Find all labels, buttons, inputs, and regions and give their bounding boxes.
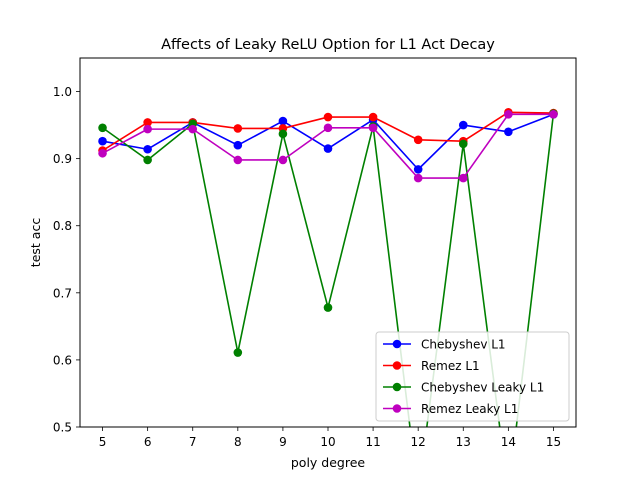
x-tick-label: 11 — [365, 435, 380, 449]
x-tick-label: 5 — [99, 435, 107, 449]
data-point — [143, 155, 152, 165]
legend-item: Remez Leaky L1 — [383, 402, 518, 416]
legend-item: Chebyshev Leaky L1 — [383, 381, 544, 395]
x-tick-label: 9 — [279, 435, 287, 449]
x-axis-label: poly degree — [291, 455, 366, 470]
data-point — [233, 348, 243, 357]
data-point — [413, 135, 423, 145]
legend-marker — [392, 382, 402, 392]
series-3 — [98, 110, 558, 183]
y-axis-label: test acc — [28, 218, 43, 268]
data-point — [143, 118, 152, 127]
x-tick-label: 14 — [501, 435, 516, 449]
legend-label: Remez L1 — [421, 359, 480, 373]
y-tick-label: 0.5 — [53, 421, 72, 435]
legend: Chebyshev L1 Remez L1 Chebyshev Leaky L1 Re… — [375, 331, 570, 422]
data-point — [98, 148, 107, 158]
x-tick-label: 6 — [144, 435, 152, 449]
series-layer — [98, 108, 558, 427]
legend-label: Remez Leaky L1 — [421, 402, 518, 416]
y-tick-label: 0.7 — [53, 286, 72, 300]
x-tick-label: 10 — [320, 435, 335, 449]
y-tick-label: 0.6 — [53, 353, 72, 367]
data-point — [98, 123, 107, 133]
data-point — [458, 139, 468, 149]
y-tick-label: 0.9 — [53, 152, 72, 166]
x-tick-label: 7 — [189, 435, 197, 449]
data-point — [413, 165, 423, 174]
data-point — [368, 112, 378, 122]
x-tick-label: 15 — [546, 435, 561, 449]
data-point — [98, 136, 107, 146]
data-point — [458, 173, 468, 183]
x-tick-label: 13 — [456, 435, 471, 449]
data-point — [188, 124, 198, 134]
data-point — [233, 124, 243, 133]
data-point — [549, 110, 558, 119]
data-point — [323, 144, 333, 153]
data-point — [413, 173, 423, 183]
data-point — [233, 140, 243, 150]
data-point — [504, 110, 513, 119]
data-point — [233, 155, 243, 165]
data-point — [368, 123, 378, 133]
data-point — [323, 123, 333, 133]
data-point — [323, 112, 333, 122]
legend-label: Chebyshev L1 — [421, 338, 506, 352]
data-point — [278, 129, 288, 139]
y-tick-label: 0.8 — [53, 219, 72, 233]
data-point — [323, 303, 333, 312]
legend-box — [375, 331, 570, 422]
data-point — [143, 144, 152, 154]
data-point — [278, 155, 288, 165]
x-tick-label: 12 — [411, 435, 426, 449]
y-axis: 0.5 0.6 0.7 0.8 0.9 1.0 — [53, 85, 80, 435]
legend-item: Remez L1 — [383, 359, 480, 373]
data-point — [278, 116, 288, 126]
legend-item: Chebyshev L1 — [383, 338, 506, 352]
legend-label: Chebyshev Leaky L1 — [421, 381, 544, 395]
x-tick-label: 8 — [234, 435, 242, 449]
data-point — [143, 124, 152, 134]
legend-marker — [392, 404, 402, 413]
chart-title: Affects of Leaky ReLU Option for L1 Act … — [161, 37, 495, 53]
y-tick-label: 1.0 — [53, 85, 72, 99]
data-point — [458, 120, 468, 130]
legend-marker — [392, 339, 402, 349]
legend-marker — [392, 361, 402, 370]
x-axis: 5 6 7 8 9 10 11 12 13 14 15 — [99, 427, 561, 449]
data-point — [504, 127, 513, 137]
